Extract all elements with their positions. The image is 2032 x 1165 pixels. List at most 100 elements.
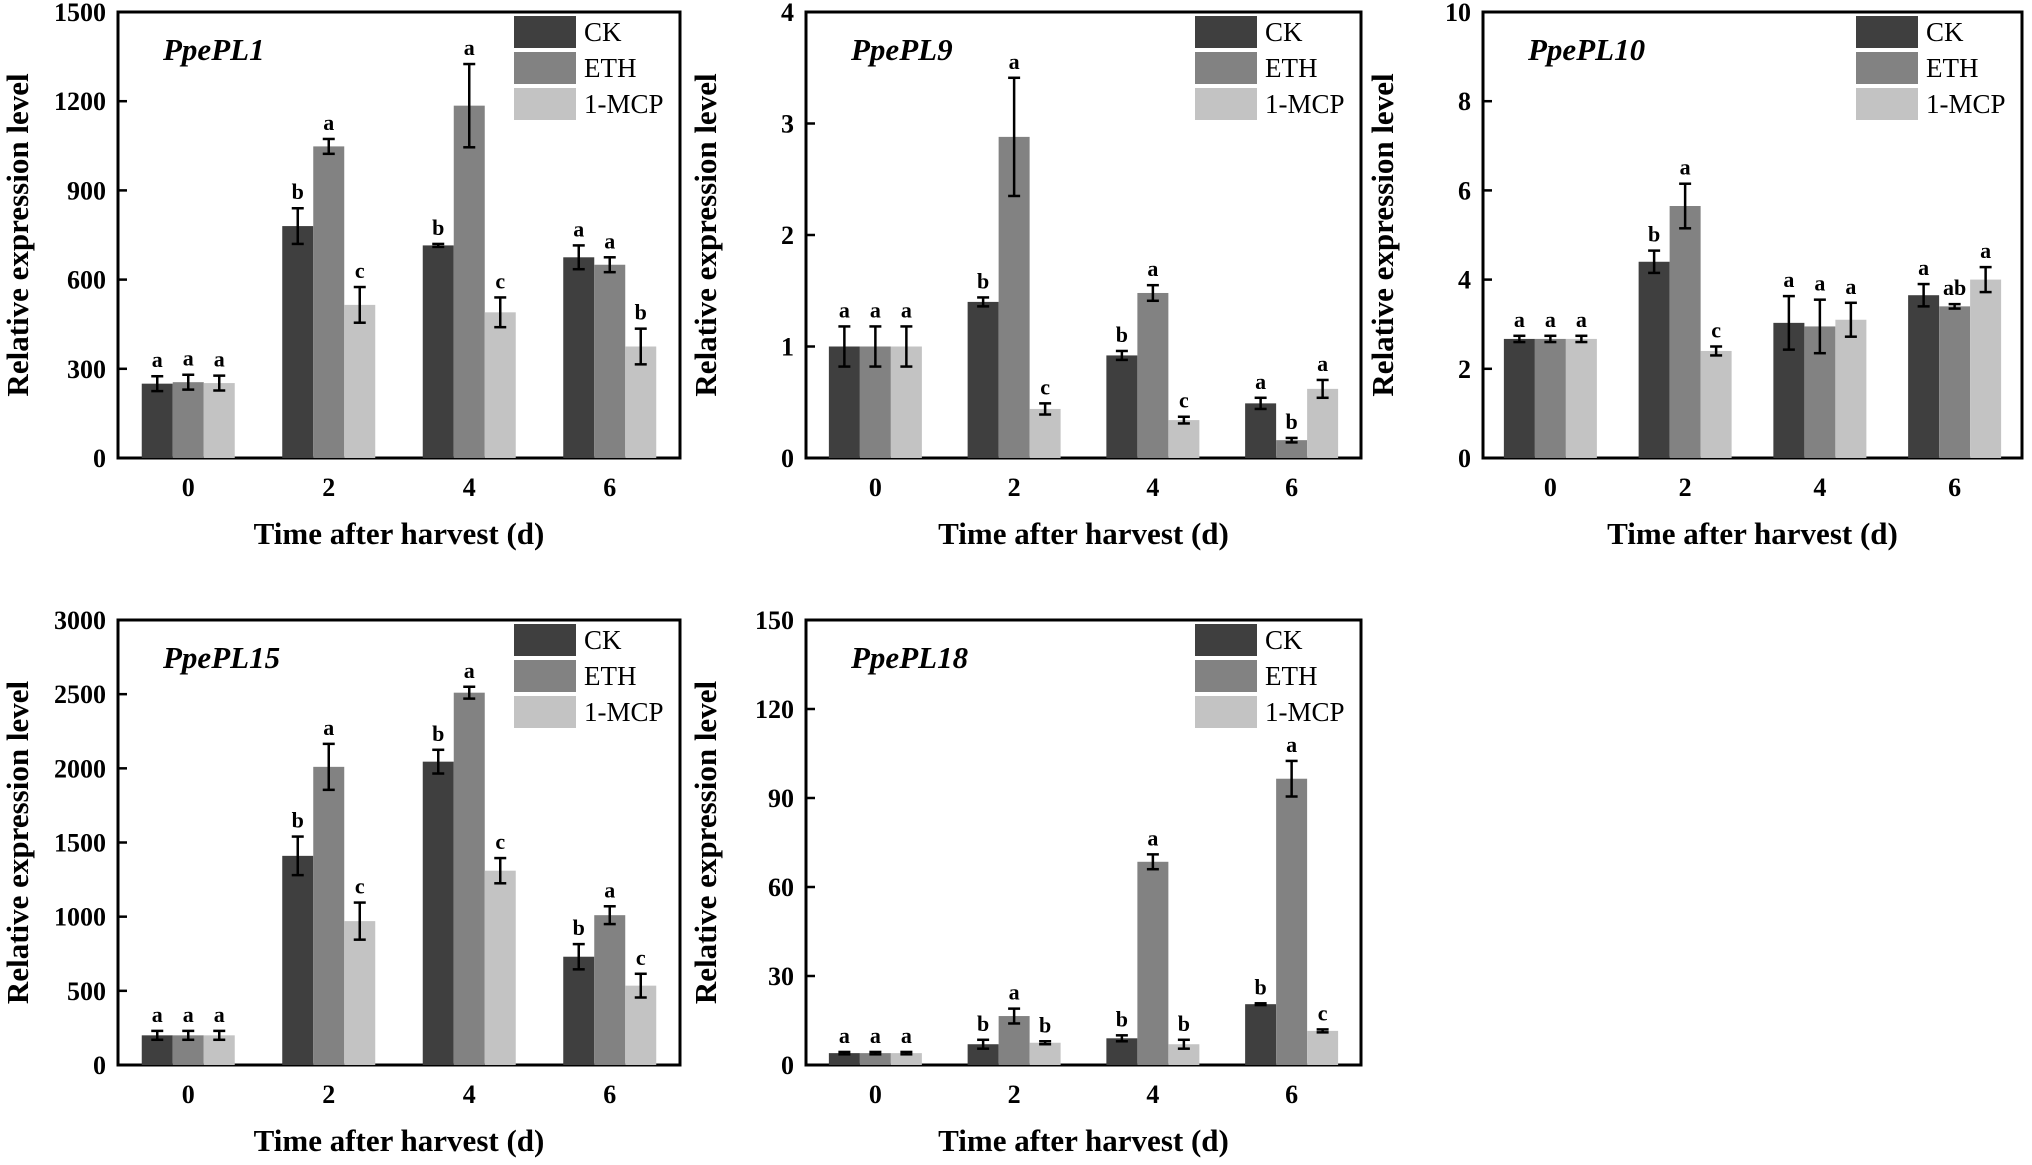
- significance-label: b: [292, 179, 304, 204]
- legend-label: 1-MCP: [584, 697, 664, 727]
- bar-1-MCP-0: [890, 1053, 922, 1065]
- significance-label: c: [495, 829, 505, 854]
- legend-swatch-1-MCP: [1195, 696, 1257, 728]
- bar-ETH-2: [313, 766, 345, 1065]
- significance-label: b: [977, 268, 989, 293]
- bar-1-MCP-2: [1029, 408, 1061, 458]
- significance-label: a: [1009, 980, 1020, 1005]
- bar-CK-4: [1106, 355, 1138, 458]
- bar-ETH-4: [1137, 861, 1169, 1065]
- legend-swatch-1-MCP: [514, 88, 576, 120]
- x-tick-label: 0: [1544, 473, 1557, 502]
- chart-title: PpePL15: [162, 640, 280, 675]
- significance-label: a: [323, 715, 334, 740]
- bar-1-MCP-2: [344, 921, 376, 1065]
- y-tick-label: 1200: [54, 87, 106, 116]
- significance-label: b: [292, 808, 304, 833]
- significance-label: a: [464, 658, 475, 683]
- legend-swatch-CK: [514, 624, 576, 656]
- significance-label: c: [1040, 374, 1050, 399]
- significance-label: a: [1147, 825, 1158, 850]
- y-tick-label: 1500: [54, 829, 106, 858]
- bar-1-MCP-0: [203, 383, 235, 458]
- x-tick-label: 6: [1285, 1080, 1298, 1109]
- significance-label: a: [1545, 307, 1556, 332]
- x-tick-label: 2: [1679, 473, 1692, 502]
- significance-label: b: [432, 721, 444, 746]
- bar-1-MCP-6: [1970, 279, 2002, 458]
- significance-label: a: [214, 1002, 225, 1027]
- significance-label: a: [183, 346, 194, 371]
- significance-label: a: [870, 1023, 881, 1048]
- significance-label: a: [1814, 271, 1825, 296]
- legend-swatch-ETH: [1195, 660, 1257, 692]
- y-axis-title: Relative expression level: [0, 73, 35, 397]
- bar-ETH-6: [1276, 440, 1308, 458]
- x-tick-label: 0: [869, 473, 882, 502]
- bar-1-MCP-2: [344, 304, 376, 458]
- y-tick-label: 0: [93, 1051, 106, 1080]
- bar-ETH-6: [594, 264, 626, 458]
- y-tick-label: 600: [67, 266, 106, 295]
- y-tick-label: 6: [1458, 176, 1471, 205]
- y-tick-label: 30: [768, 962, 794, 991]
- bar-CK-2: [967, 1044, 999, 1065]
- y-axis-title: Relative expression level: [0, 681, 35, 1005]
- significance-label: a: [1009, 49, 1020, 74]
- y-tick-label: 3000: [54, 606, 106, 635]
- bar-CK-2: [282, 226, 314, 458]
- legend-label: 1-MCP: [1265, 697, 1345, 727]
- y-tick-label: 4: [781, 0, 794, 27]
- chart-title: PpePL9: [850, 32, 953, 67]
- legend-swatch-CK: [1856, 16, 1918, 48]
- significance-label: a: [870, 297, 881, 322]
- significance-label: a: [1514, 307, 1525, 332]
- bar-1-MCP-4: [484, 870, 516, 1065]
- bar-ETH-0: [859, 1053, 891, 1065]
- y-tick-label: 2: [781, 221, 794, 250]
- y-tick-label: 2: [1458, 355, 1471, 384]
- legend-swatch-ETH: [514, 660, 576, 692]
- bar-ETH-4: [453, 692, 485, 1065]
- y-tick-label: 2000: [54, 754, 106, 783]
- legend-label: CK: [1926, 17, 1964, 47]
- significance-label: a: [152, 347, 163, 372]
- bar-CK-4: [1106, 1038, 1138, 1065]
- chart-title: PpePL18: [850, 640, 969, 675]
- y-axis-title: Relative expression level: [688, 73, 723, 397]
- legend-label: 1-MCP: [584, 89, 664, 119]
- bar-1-MCP-4: [484, 312, 516, 458]
- bar-CK-6: [563, 257, 595, 458]
- bar-CK-6: [1245, 403, 1277, 458]
- bar-1-MCP-2: [1029, 1042, 1061, 1065]
- significance-label: a: [604, 877, 615, 902]
- bar-CK-2: [1638, 261, 1670, 458]
- legend-swatch-CK: [514, 16, 576, 48]
- bar-ETH-0: [172, 382, 204, 458]
- bar-ETH-6: [1939, 306, 1971, 458]
- x-axis-title: Time after harvest (d): [254, 516, 545, 551]
- x-tick-label: 6: [1948, 473, 1961, 502]
- legend-label: 1-MCP: [1265, 89, 1345, 119]
- significance-label: b: [1039, 1012, 1051, 1037]
- x-axis-title: Time after harvest (d): [938, 516, 1229, 551]
- bar-ETH-2: [313, 146, 345, 459]
- significance-label: b: [573, 915, 585, 940]
- significance-label: a: [1576, 307, 1587, 332]
- significance-label: a: [214, 347, 225, 372]
- bar-1-MCP-4: [1168, 420, 1200, 458]
- legend-swatch-1-MCP: [1195, 88, 1257, 120]
- significance-label: a: [1147, 256, 1158, 281]
- bar-ETH-4: [453, 105, 485, 458]
- bar-CK-2: [282, 855, 314, 1065]
- bar-1-MCP-4: [1835, 319, 1867, 458]
- y-tick-label: 0: [781, 1051, 794, 1080]
- y-tick-label: 1000: [54, 903, 106, 932]
- bar-CK-4: [422, 761, 454, 1065]
- legend-label: ETH: [1265, 661, 1317, 691]
- x-axis-title: Time after harvest (d): [254, 1123, 545, 1158]
- x-tick-label: 6: [603, 1080, 616, 1109]
- legend-label: CK: [1265, 17, 1303, 47]
